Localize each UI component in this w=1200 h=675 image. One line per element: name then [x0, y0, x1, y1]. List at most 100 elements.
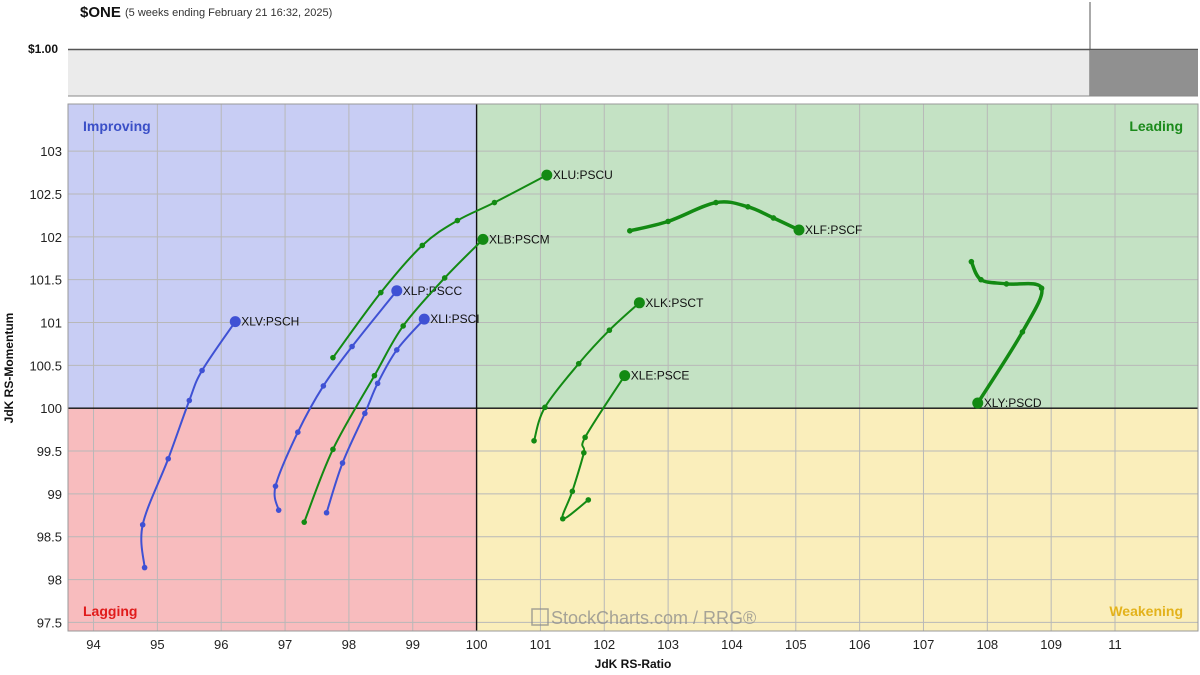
x-tick-label: 104: [721, 637, 743, 652]
y-tick-label: 102.5: [29, 187, 62, 202]
trail-xlu-pscu[interactable]: XLU:PSCU: [330, 168, 613, 361]
trail-point: [713, 199, 719, 206]
trail-point: [606, 327, 613, 334]
quadrant-label-weakening: Weakening: [1109, 603, 1183, 619]
trail-point: [419, 242, 426, 249]
y-tick-label: 102: [40, 230, 62, 245]
trail-point: [581, 449, 587, 456]
trail-point: [627, 228, 633, 234]
trail-point: [531, 437, 537, 444]
trail-point: [454, 217, 461, 224]
trail-point: [542, 404, 548, 411]
trail-xle-psce[interactable]: XLE:PSCE: [559, 369, 690, 522]
quadrant-weakening: [476, 408, 1198, 631]
trail-point: [330, 354, 336, 361]
trail-xlv-psch[interactable]: XLV:PSCH: [139, 315, 299, 571]
trail-head-point[interactable]: [229, 316, 241, 328]
trail-head-point[interactable]: [793, 224, 805, 236]
plot-frame: [67, 103, 1199, 632]
trail-point: [141, 564, 148, 571]
trail-point: [575, 360, 582, 367]
trail-xly-pscd[interactable]: XLY:PSCD: [968, 258, 1045, 410]
trail-point: [441, 275, 448, 281]
x-tick-label: 96: [214, 637, 228, 652]
y-axis-tick-labels: 97.5 98 98.5 99 99.5 100 100.5 101 101.5 102 102.5…: [29, 144, 62, 630]
trail-point: [968, 258, 975, 265]
x-tick-label: 102: [593, 637, 615, 652]
trail-line: [140, 320, 237, 569]
x-tick-label: 105: [785, 637, 807, 652]
center-crosshair: [68, 104, 1198, 631]
trail-point: [1019, 329, 1026, 335]
trail-xli-psci[interactable]: XLI:PSCI: [323, 312, 480, 516]
x-tick-label: 100: [466, 637, 488, 652]
benchmark-panel-background: [68, 50, 1198, 96]
trail-label: XLB:PSCM: [489, 232, 550, 246]
quadrant-labels: Improving Leading Lagging Weakening: [83, 118, 1183, 619]
y-tick-label: 98.5: [37, 530, 62, 545]
x-tick-label: 103: [657, 637, 679, 652]
y-tick-label: 100.5: [29, 358, 62, 373]
trail-point: [362, 410, 368, 417]
trail-point: [978, 276, 984, 283]
trail-label: XLE:PSCE: [631, 369, 690, 383]
x-tick-label: 108: [976, 637, 998, 652]
trail-head-point[interactable]: [391, 285, 403, 297]
trail-point: [491, 199, 498, 206]
trail-head-point[interactable]: [619, 370, 631, 382]
trail-point: [1003, 281, 1010, 287]
trail-point: [1038, 285, 1045, 292]
trail-point: [323, 509, 330, 516]
trail-label: XLF:PSCF: [805, 223, 862, 237]
y-tick-label: 103: [40, 144, 62, 159]
x-tick-label: 101: [530, 637, 552, 652]
benchmark-panel: $ONE (5 weeks ending February 21 16:32, …: [28, 2, 1198, 97]
trail-point: [295, 429, 301, 435]
trail-point: [301, 519, 308, 525]
trail-point: [378, 289, 384, 296]
trail-xlb-pscm[interactable]: XLB:PSCM: [301, 232, 550, 525]
quadrant-improving: [68, 104, 477, 409]
trail-point: [186, 397, 193, 404]
trail-point: [770, 215, 777, 221]
trail-point: [320, 383, 327, 389]
x-tick-label: 11: [1108, 637, 1122, 652]
x-tick-label: 98: [342, 637, 356, 652]
trail-label: XLU:PSCU: [553, 168, 613, 182]
quadrants: [68, 104, 1198, 631]
trail-xlk-psct[interactable]: XLK:PSCT: [531, 296, 704, 444]
y-tick-label: 101: [40, 316, 62, 331]
trail-line: [325, 318, 426, 514]
gridlines: [68, 104, 1198, 631]
y-tick-label: 97.5: [37, 615, 62, 630]
y-tick-label: 100: [40, 401, 62, 416]
trail-point: [745, 204, 751, 210]
trail-xlp-pscc[interactable]: XLP:PSCC: [272, 284, 463, 513]
trail-point: [665, 218, 671, 225]
trail-point: [275, 507, 282, 513]
y-tick-label: 101.5: [29, 273, 62, 288]
x-tick-label: 95: [150, 637, 164, 652]
benchmark-value-label: $1.00: [28, 42, 58, 56]
y-axis-title: JdK RS-Momentum: [2, 313, 16, 424]
header-period: (5 weeks ending February 21 16:32, 2025): [125, 7, 332, 19]
watermark-logo-icon: [531, 608, 549, 626]
quadrant-label-lagging: Lagging: [83, 603, 137, 619]
trail-head-point[interactable]: [633, 297, 645, 309]
y-tick-label: 98: [48, 573, 62, 588]
quadrant-label-improving: Improving: [83, 118, 151, 134]
x-tick-label: 94: [86, 637, 100, 652]
trail-xlf-pscf[interactable]: XLF:PSCF: [627, 199, 862, 237]
trail-head-point[interactable]: [477, 233, 489, 245]
trail-point: [139, 521, 146, 528]
trail-point: [400, 323, 406, 329]
trail-point: [349, 343, 355, 350]
trail-point: [371, 372, 378, 379]
x-tick-label: 106: [849, 637, 871, 652]
quadrant-leading: [476, 104, 1198, 409]
trail-head-point[interactable]: [418, 313, 430, 325]
trail-head-point[interactable]: [541, 169, 553, 181]
trail-point: [585, 497, 592, 503]
trail-head-point[interactable]: [972, 397, 984, 409]
